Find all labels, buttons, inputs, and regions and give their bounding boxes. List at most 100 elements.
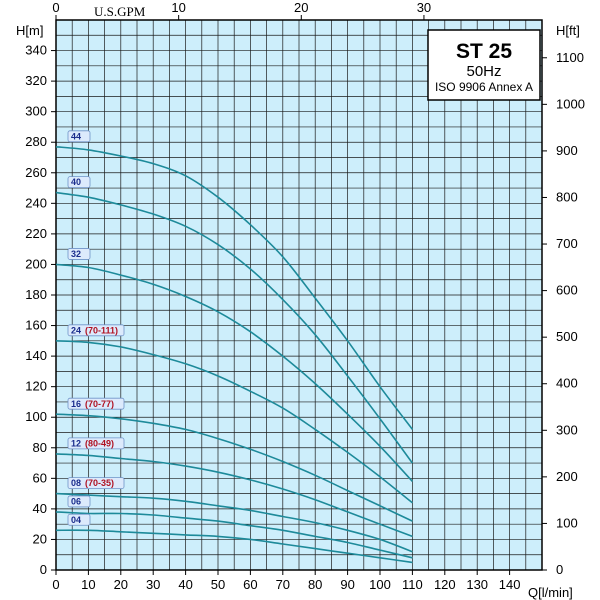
right-tick-label: 300 — [556, 422, 578, 437]
curve-44 — [55, 146, 414, 430]
curve-label-box — [67, 324, 125, 337]
top-tick-label: 10 — [171, 0, 185, 15]
title-box: ST 25 50Hz ISO 9906 Annex A — [427, 29, 541, 101]
left-tick-label: 300 — [25, 104, 47, 119]
curve-24 — [55, 340, 413, 504]
top-tick-label: 20 — [294, 0, 308, 15]
curve-04 — [55, 529, 413, 564]
curve-label-box — [67, 437, 125, 450]
right-tick-label: 100 — [556, 515, 578, 530]
bottom-tick-label: 90 — [340, 577, 354, 592]
curve-label-range: (70-77) — [85, 399, 114, 409]
left-tick-label: 280 — [25, 134, 47, 149]
top-axis-ticks: 0 10 20 30 — [52, 0, 431, 20]
left-tick-label: 60 — [33, 470, 47, 485]
curve-label-text: 06 — [71, 497, 81, 507]
right-axis-ticks: 0 100 200 300 400 500 600 700 800 900 1000 1100 — [542, 50, 585, 577]
curve-label-text: 04 — [71, 515, 81, 525]
bottom-tick-label: 60 — [243, 577, 257, 592]
bottom-tick-label: 70 — [276, 577, 290, 592]
curve-label-box — [67, 130, 91, 143]
left-tick-label: 80 — [33, 440, 47, 455]
right-tick-label: 700 — [556, 236, 578, 251]
curves — [55, 146, 414, 564]
left-tick-label: 0 — [40, 562, 47, 577]
left-tick-label: 260 — [25, 165, 47, 180]
right-tick-label: 800 — [556, 189, 578, 204]
bottom-tick-label: 40 — [178, 577, 192, 592]
bottom-tick-label: 100 — [369, 577, 391, 592]
curve-label-box — [67, 495, 91, 508]
curve-label-text: 24 — [71, 325, 81, 335]
right-tick-label: 0 — [556, 562, 563, 577]
right-tick-label: 600 — [556, 283, 578, 298]
curve-label-32: 32 — [67, 248, 91, 260]
curve-label-06: 06 — [67, 495, 91, 508]
curve-06 — [55, 511, 413, 559]
curve-label-text: 44 — [71, 131, 81, 141]
curve-label-text: 16 — [71, 399, 81, 409]
bottom-tick-label: 120 — [434, 577, 456, 592]
curve-label-range: (80-49) — [85, 438, 114, 448]
bottom-tick-label: 130 — [466, 577, 488, 592]
curve-label-40: 40 — [67, 176, 91, 189]
curve-label-box — [67, 477, 125, 490]
bottom-axis-ticks: 0 10 20 30 40 50 60 70 80 90 100 110 120 130 140 — [52, 570, 520, 592]
left-tick-label: 320 — [25, 73, 47, 88]
right-tick-label: 900 — [556, 143, 578, 158]
curve-32 — [55, 263, 413, 482]
top-tick-label: 30 — [417, 0, 431, 15]
curve-label-box — [67, 397, 125, 410]
curve-40 — [55, 191, 414, 464]
curve-label-44: 44 — [67, 130, 91, 143]
curve-label-12: 12 (80-49) — [67, 437, 125, 450]
bottom-tick-label: 20 — [114, 577, 128, 592]
curve-label-text: 12 — [71, 438, 81, 448]
left-tick-label: 100 — [25, 409, 47, 424]
curve-label-range: (70-111) — [85, 325, 118, 335]
test-standard: ISO 9906 Annex A — [435, 80, 533, 94]
curve-label-24: 24 (70-111) — [67, 324, 125, 337]
left-tick-label: 160 — [25, 318, 47, 333]
left-tick-label: 140 — [25, 348, 47, 363]
right-axis-title: H[ft] — [556, 23, 580, 38]
top-tick-label: 0 — [52, 0, 59, 15]
right-tick-label: 400 — [556, 376, 578, 391]
right-tick-label: 1100 — [556, 50, 584, 65]
bottom-tick-label: 110 — [402, 577, 423, 592]
bottom-tick-label: 50 — [211, 577, 225, 592]
left-tick-label: 240 — [25, 195, 47, 210]
curve-label-16: 16 (70-77) — [67, 397, 125, 410]
left-tick-label: 40 — [33, 501, 47, 516]
bottom-tick-label: 30 — [146, 577, 160, 592]
bottom-tick-label: 0 — [52, 577, 59, 592]
bottom-tick-label: 10 — [81, 577, 95, 592]
curve-label-text: 32 — [71, 249, 81, 259]
left-axis-ticks: 0 20 40 60 80 100 120 140 160 180 200 220 240 260 280 3… — [25, 43, 56, 577]
bottom-tick-label: 80 — [308, 577, 322, 592]
curve-12 — [55, 453, 413, 538]
curve-label-04: 04 — [67, 513, 91, 526]
title-box-frame — [427, 29, 541, 101]
curve-16 — [55, 413, 413, 522]
left-tick-label: 340 — [25, 43, 47, 58]
left-axis-title: H[m] — [16, 23, 43, 38]
curve-label-box — [67, 248, 91, 260]
curve-labels: 44 40 32 24 (70-111) 16 (70-77) 12 (80-49) 08 (70-… — [67, 130, 125, 526]
left-tick-label: 20 — [33, 531, 47, 546]
curve-label-box — [67, 513, 91, 526]
bottom-tick-label: 140 — [499, 577, 521, 592]
model-name: ST 25 — [456, 40, 512, 63]
left-tick-label: 180 — [25, 287, 47, 302]
frequency: 50Hz — [466, 63, 501, 80]
left-tick-label: 200 — [25, 256, 47, 271]
left-tick-label: 120 — [25, 379, 47, 394]
curve-label-range: (70-35) — [85, 478, 114, 488]
curve-08 — [55, 492, 413, 553]
curve-label-text: 08 — [71, 478, 81, 488]
curve-label-08: 08 (70-35) — [67, 477, 125, 490]
left-tick-label: 220 — [25, 226, 47, 241]
curve-label-box — [67, 176, 91, 189]
right-tick-label: 200 — [556, 469, 578, 484]
